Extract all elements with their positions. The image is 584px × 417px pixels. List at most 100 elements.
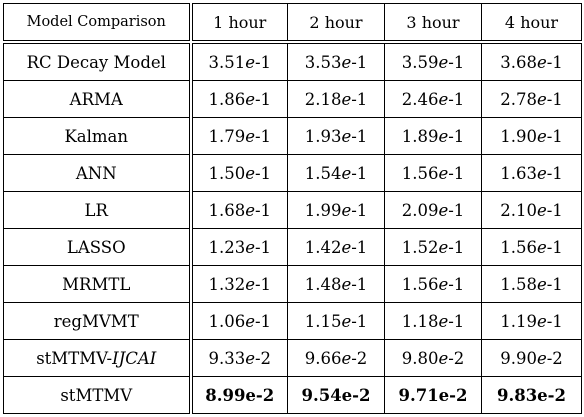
model-name-cell: RC Decay Model xyxy=(3,43,193,81)
value-cell: 1.54e-1 xyxy=(287,154,385,192)
value-e: e xyxy=(245,311,255,331)
value-mantissa: 1.63 xyxy=(500,163,537,183)
value-cell: 1.90e-1 xyxy=(481,117,582,155)
value-cell: 3.51e-1 xyxy=(190,43,288,81)
value-mantissa: 1.19 xyxy=(500,311,537,331)
value-mantissa: 9.80 xyxy=(401,348,439,368)
value-cell: 1.58e-1 xyxy=(481,265,582,303)
value-e: e xyxy=(536,311,547,331)
value-e: e xyxy=(536,89,547,109)
model-name-cell: MRMTL xyxy=(3,265,193,303)
value-mantissa: 1.32 xyxy=(208,274,246,294)
value-cell: 2.10e-1 xyxy=(481,191,582,229)
value-cell: 9.71e-2 xyxy=(384,376,482,414)
value-cell: 1.56e-1 xyxy=(384,265,482,303)
value-cell: 3.53e-1 xyxy=(287,43,385,81)
value-exponent: -1 xyxy=(546,200,563,220)
model-name-cell: regMVMT xyxy=(3,302,193,340)
value-exponent: -1 xyxy=(546,163,563,183)
value-cell: 2.78e-1 xyxy=(481,80,582,118)
value-e: e xyxy=(341,126,352,146)
table-row: stMTMV 8.99e-2 9.54e-2 9.71e-2 9.83e-2 xyxy=(3,376,582,414)
value-e: e xyxy=(438,89,449,109)
value-mantissa: 9.66 xyxy=(304,348,342,368)
value-mantissa: 1.68 xyxy=(208,200,246,220)
value-mantissa: 1.56 xyxy=(401,274,439,294)
value-e: e xyxy=(341,89,352,109)
value-cell: 3.59e-1 xyxy=(384,43,482,81)
model-name: stMTMV- xyxy=(36,348,113,368)
value-e: e xyxy=(438,52,449,72)
value-cell: 3.68e-1 xyxy=(481,43,582,81)
value-mantissa: 1.48 xyxy=(304,274,342,294)
value-exponent: -1 xyxy=(254,311,272,331)
value-exponent: -1 xyxy=(351,274,368,294)
value-e: e xyxy=(438,311,449,331)
value-cell: 1.93e-1 xyxy=(287,117,385,155)
value-e: e xyxy=(536,163,547,183)
value-exponent: -1 xyxy=(351,52,368,72)
value-e: e xyxy=(341,52,352,72)
model-name: ARMA xyxy=(69,89,123,109)
value-cell: 1.18e-1 xyxy=(384,302,482,340)
value-mantissa: 3.53 xyxy=(304,52,342,72)
value-cell: 1.52e-1 xyxy=(384,228,482,266)
value-exponent: -1 xyxy=(448,52,465,72)
value-cell: 1.56e-1 xyxy=(481,228,582,266)
model-name: stMTMV xyxy=(60,385,133,405)
value-e: e xyxy=(341,311,352,331)
column-header-4-hour: 4 hour xyxy=(481,3,582,41)
value-cell: 1.56e-1 xyxy=(384,154,482,192)
value-mantissa: 1.58 xyxy=(500,274,537,294)
value-exponent: -1 xyxy=(254,126,272,146)
value-cell: 9.66e-2 xyxy=(287,339,385,377)
model-name-suffix: IJCAI xyxy=(112,348,157,368)
value-e: e xyxy=(245,89,255,109)
value-e: e xyxy=(341,237,352,257)
value-exponent: -2 xyxy=(254,348,272,368)
value-mantissa: 2.10 xyxy=(500,200,537,220)
value-exponent: -1 xyxy=(546,89,563,109)
value-e: e xyxy=(438,274,449,294)
model-name-cell: ANN xyxy=(3,154,193,192)
value-mantissa: 1.56 xyxy=(500,237,537,257)
value-cell: 1.63e-1 xyxy=(481,154,582,192)
value-exponent: -1 xyxy=(546,52,563,72)
value-exponent: -1 xyxy=(546,311,563,331)
model-name-cell: stMTMV-IJCAI xyxy=(3,339,193,377)
value-mantissa: 1.99 xyxy=(304,200,342,220)
table-row: ANN 1.50e-1 1.54e-1 1.56e-1 1.63e-1 xyxy=(3,154,582,192)
value-cell: 1.42e-1 xyxy=(287,228,385,266)
value-e: e xyxy=(245,348,255,368)
value-cell: 9.54e-2 xyxy=(287,376,385,414)
value-exponent: -1 xyxy=(351,237,368,257)
value-mantissa: 1.93 xyxy=(304,126,342,146)
value-cell: 1.19e-1 xyxy=(481,302,582,340)
value-e: e xyxy=(536,126,547,146)
value-mantissa: 9.71e-2 xyxy=(398,385,468,405)
value-cell: 9.33e-2 xyxy=(190,339,288,377)
value-mantissa: 1.50 xyxy=(208,163,246,183)
value-cell: 1.50e-1 xyxy=(190,154,288,192)
value-mantissa: 9.33 xyxy=(208,348,246,368)
value-exponent: -1 xyxy=(351,311,368,331)
value-exponent: -1 xyxy=(448,237,465,257)
table-row: RC Decay Model 3.51e-1 3.53e-1 3.59e-1 3.68e… xyxy=(3,43,582,81)
value-e: e xyxy=(245,163,255,183)
value-mantissa: 2.46 xyxy=(401,89,439,109)
value-cell: 1.99e-1 xyxy=(287,191,385,229)
value-cell: 1.68e-1 xyxy=(190,191,288,229)
table-row: stMTMV-IJCAI 9.33e-2 9.66e-2 9.80e-2 9.90e-2 xyxy=(3,339,582,377)
value-cell: 1.32e-1 xyxy=(190,265,288,303)
value-e: e xyxy=(341,274,352,294)
value-mantissa: 1.18 xyxy=(401,311,439,331)
value-exponent: -1 xyxy=(546,126,563,146)
value-mantissa: 9.90 xyxy=(500,348,537,368)
value-mantissa: 1.89 xyxy=(401,126,439,146)
value-mantissa: 1.52 xyxy=(401,237,439,257)
value-cell: 1.89e-1 xyxy=(384,117,482,155)
value-exponent: -1 xyxy=(448,311,465,331)
value-e: e xyxy=(245,237,255,257)
column-header-model: Model Comparison xyxy=(3,3,193,41)
value-mantissa: 8.99e-2 xyxy=(205,385,275,405)
